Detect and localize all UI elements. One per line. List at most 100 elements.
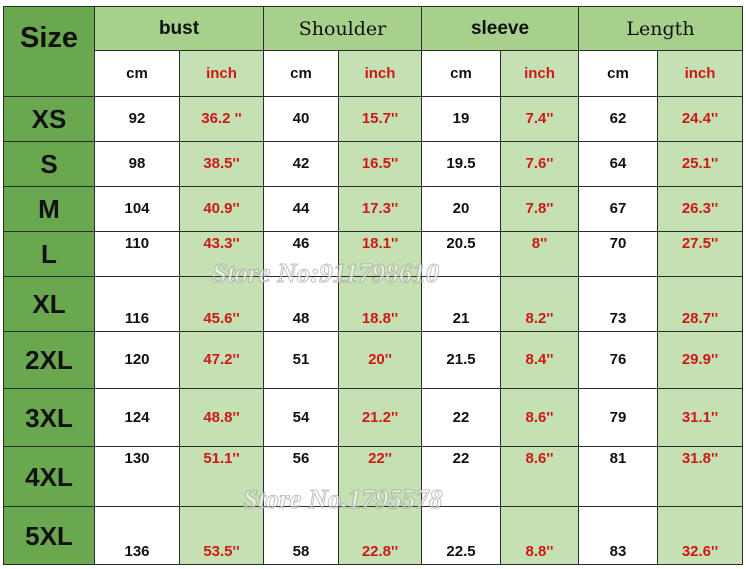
inch-value: 25.1'' (657, 141, 743, 187)
inch-value: 8.6'' (500, 388, 579, 447)
cm-value: 21 (421, 276, 501, 332)
size-cell: 2XL (3, 331, 95, 389)
table-row: S 98 38.5'' 42 16.5'' 19.5 7.6'' 64 25.1'' (3, 141, 743, 187)
inch-value: 29.9'' (657, 331, 743, 389)
size-cell: L (3, 231, 95, 277)
cm-value: 42 (263, 141, 339, 187)
cm-value: 130 (94, 446, 180, 507)
inch-value: 21.2'' (338, 388, 422, 447)
unit-cm: cm (421, 50, 501, 97)
cm-value: 124 (94, 388, 180, 447)
inch-value: 43.3'' (179, 231, 264, 277)
unit-inch: inch (338, 50, 422, 97)
size-cell: 4XL (3, 446, 95, 507)
cm-value: 120 (94, 331, 180, 389)
size-cell: XS (3, 96, 95, 142)
cm-value: 64 (578, 141, 658, 187)
cm-value: 58 (263, 506, 339, 565)
cm-value: 62 (578, 96, 658, 142)
inch-value: 45.6'' (179, 276, 264, 332)
inch-value: 40.9'' (179, 186, 264, 232)
inch-value: 31.1'' (657, 388, 743, 447)
shoulder-header: Shoulder (263, 6, 422, 51)
cm-value: 20 (421, 186, 501, 232)
unit-inch: inch (179, 50, 264, 97)
inch-value: 8'' (500, 231, 579, 277)
cm-value: 56 (263, 446, 339, 507)
inch-value: 7.8'' (500, 186, 579, 232)
cm-value: 22 (421, 388, 501, 447)
cm-value: 92 (94, 96, 180, 142)
cm-value: 48 (263, 276, 339, 332)
inch-value: 20'' (338, 331, 422, 389)
unit-cm: cm (94, 50, 180, 97)
inch-value: 18.8'' (338, 276, 422, 332)
size-cell: S (3, 141, 95, 187)
cm-value: 44 (263, 186, 339, 232)
inch-value: 7.6'' (500, 141, 579, 187)
table-row: 2XL 120 47.2'' 51 20'' 21.5 8.4'' 76 29.9'' (3, 331, 743, 389)
cm-value: 70 (578, 231, 658, 277)
inch-value: 22'' (338, 446, 422, 507)
cm-value: 83 (578, 506, 658, 565)
cm-value: 76 (578, 331, 658, 389)
inch-value: 8.4'' (500, 331, 579, 389)
size-cell: XL (3, 276, 95, 332)
inch-value: 28.7'' (657, 276, 743, 332)
inch-value: 8.2'' (500, 276, 579, 332)
cm-value: 54 (263, 388, 339, 447)
inch-value: 31.8'' (657, 446, 743, 507)
cm-value: 21.5 (421, 331, 501, 389)
cm-value: 22 (421, 446, 501, 507)
cm-value: 81 (578, 446, 658, 507)
cm-value: 73 (578, 276, 658, 332)
sleeve-header: sleeve (421, 6, 579, 51)
inch-value: 24.4'' (657, 96, 743, 142)
inch-value: 27.5'' (657, 231, 743, 277)
inch-value: 18.1'' (338, 231, 422, 277)
inch-value: 22.8'' (338, 506, 422, 565)
size-cell: 3XL (3, 388, 95, 447)
inch-value: 8.8'' (500, 506, 579, 565)
cm-value: 40 (263, 96, 339, 142)
unit-cm: cm (578, 50, 658, 97)
inch-value: 36.2 '' (179, 96, 264, 142)
length-header: Length (578, 6, 743, 51)
cm-value: 19.5 (421, 141, 501, 187)
size-chart-table: Size bust Shoulder sleeve Length cm inch c… (3, 6, 743, 565)
table-row: L 110 43.3'' 46 18.1'' 20.5 8'' 70 27.5'' (3, 231, 743, 277)
cm-value: 110 (94, 231, 180, 277)
inch-value: 16.5'' (338, 141, 422, 187)
table-row: M 104 40.9'' 44 17.3'' 20 7.8'' 67 26.3'' (3, 186, 743, 232)
cm-value: 136 (94, 506, 180, 565)
inch-value: 53.5'' (179, 506, 264, 565)
inch-value: 48.8'' (179, 388, 264, 447)
inch-value: 17.3'' (338, 186, 422, 232)
inch-value: 38.5'' (179, 141, 264, 187)
cm-value: 116 (94, 276, 180, 332)
inch-value: 51.1'' (179, 446, 264, 507)
table-row: XL 116 45.6'' 48 18.8'' 21 8.2'' 73 28.7'' (3, 276, 743, 332)
cm-value: 67 (578, 186, 658, 232)
inch-value: 8.6'' (500, 446, 579, 507)
size-cell: M (3, 186, 95, 232)
size-cell: 5XL (3, 506, 95, 565)
table-row: 4XL 130 51.1'' 56 22'' 22 8.6'' 81 31.8'' (3, 446, 743, 507)
cm-value: 22.5 (421, 506, 501, 565)
cm-value: 51 (263, 331, 339, 389)
unit-inch: inch (657, 50, 743, 97)
table-row: XS 92 36.2 '' 40 15.7'' 19 7.4'' 62 24.4'' (3, 96, 743, 142)
inch-value: 7.4'' (500, 96, 579, 142)
cm-value: 98 (94, 141, 180, 187)
inch-value: 26.3'' (657, 186, 743, 232)
unit-cm: cm (263, 50, 339, 97)
inch-value: 47.2'' (179, 331, 264, 389)
table-row: 5XL 136 53.5'' 58 22.8'' 22.5 8.8'' 83 32.6'' (3, 506, 743, 565)
cm-value: 20.5 (421, 231, 501, 277)
cm-value: 19 (421, 96, 501, 142)
inch-value: 32.6'' (657, 506, 743, 565)
inch-value: 15.7'' (338, 96, 422, 142)
unit-inch: inch (500, 50, 579, 97)
bust-header: bust (94, 6, 264, 51)
size-header: Size (3, 6, 95, 97)
